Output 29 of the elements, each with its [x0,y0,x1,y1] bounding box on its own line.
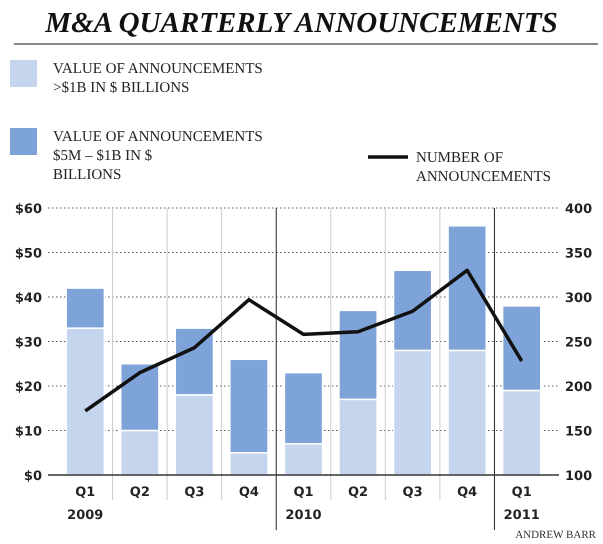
x-tick-label: Q1 2009 [67,485,104,523]
y-tick-label: $20 [14,380,42,395]
x-tick-label: Q3 [402,485,423,500]
y-tick-label: $60 [14,202,42,217]
legend-label: VALUE OF ANNOUNCEMENTS $5M – $1B IN $ BILLIONS [53,129,263,183]
x-tick-label: Q3 [184,485,204,500]
y2-tick-label: 300 [565,291,592,306]
y-tick-label: $30 [14,336,42,350]
x-tick-label: Q4 [238,485,259,500]
y2-tick-label: 350 [565,246,592,262]
x-tick-label: Q1 2010 [285,485,322,523]
chart-title: M&A QUARTERLY ANNOUNCEMENTS [44,7,558,39]
x-tick-label: Q2 [348,485,368,500]
y2-tick-label: 150 [565,424,592,440]
y-tick-label: $40 [14,291,42,306]
y-tick-label: $50 [14,246,42,262]
legend-label: NUMBER OF ANNOUNCEMENTS [416,150,551,185]
y2-tick-label: 400 [565,202,592,217]
y2-tick-label: 100 [565,469,592,484]
x-tick-label: Q2 [130,485,150,500]
x-tick-label: Q4 [457,485,478,500]
y-tick-label: $0 [24,469,42,484]
y2-tick-label: 200 [565,380,592,395]
text: ANDREW BARR [515,529,597,541]
y2-tick-label: 250 [565,336,592,350]
line-series [84,268,524,413]
x-tick-label: Q1 2011 [504,485,540,523]
y-tick-label: $10 [14,424,42,440]
legend-label: VALUE OF ANNOUNCEMENTS >$1B IN $ BILLIONS [53,61,263,96]
